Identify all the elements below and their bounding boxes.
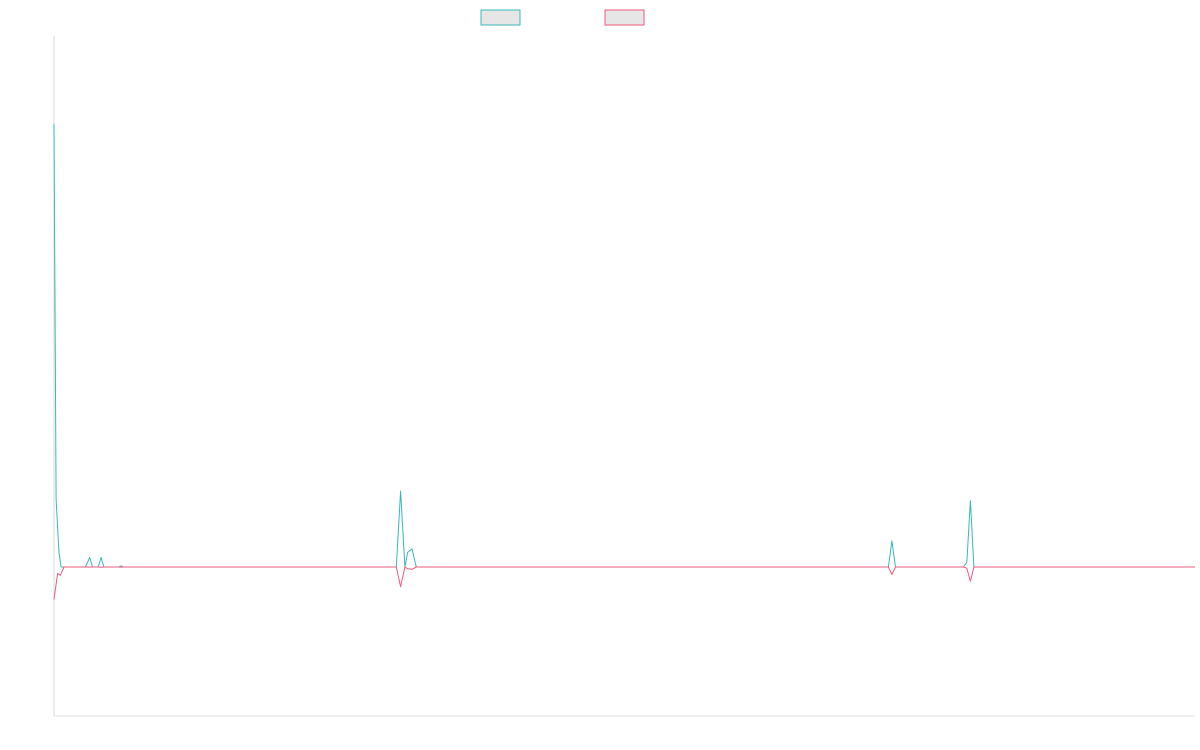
series-line-2 xyxy=(53,566,1195,600)
legend[interactable] xyxy=(480,9,645,26)
legend-swatch-1[interactable] xyxy=(480,9,521,26)
series-line-1 xyxy=(53,123,1195,568)
legend-swatch-2[interactable] xyxy=(604,9,645,26)
plot-area xyxy=(53,36,1195,717)
